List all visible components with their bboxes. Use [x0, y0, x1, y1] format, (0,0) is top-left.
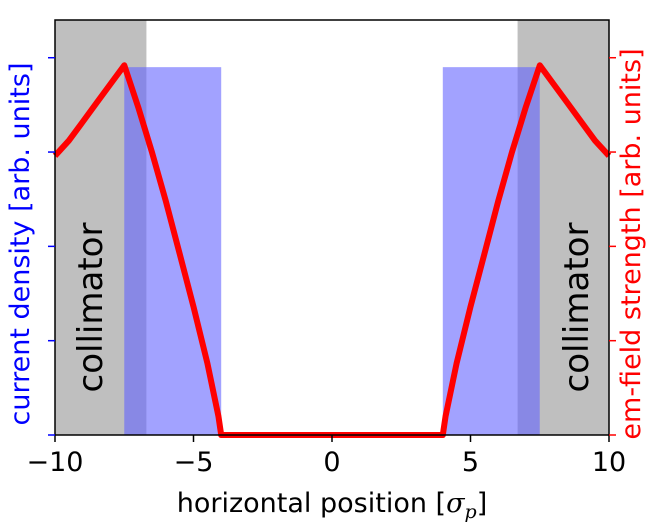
- x-tick-label-1: −5: [174, 447, 214, 478]
- current-density-bands: [124, 67, 540, 435]
- collimator-label-0: collimator: [71, 223, 111, 393]
- y-axis-label-left: current density [arb. units]: [5, 63, 36, 426]
- x-axis-label: horizontal position [σp]: [177, 488, 487, 523]
- x-tick-label-3: 5: [462, 447, 479, 478]
- x-tick-label-0: −10: [27, 447, 84, 478]
- y-axis-ticks: [48, 56, 616, 436]
- current-density-band-1: [442, 67, 540, 435]
- x-tick-label-4: 10: [592, 447, 626, 478]
- y-axis-label-right: em-field strength [arb. units]: [616, 48, 647, 439]
- region-labels: collimator collimator: [71, 223, 597, 393]
- x-tick-label-2: 0: [323, 447, 340, 478]
- current-density-band-0: [124, 67, 222, 435]
- collimator-label-1: collimator: [557, 223, 597, 393]
- x-axis-ticks: −10 −5 0 5 10: [27, 435, 626, 478]
